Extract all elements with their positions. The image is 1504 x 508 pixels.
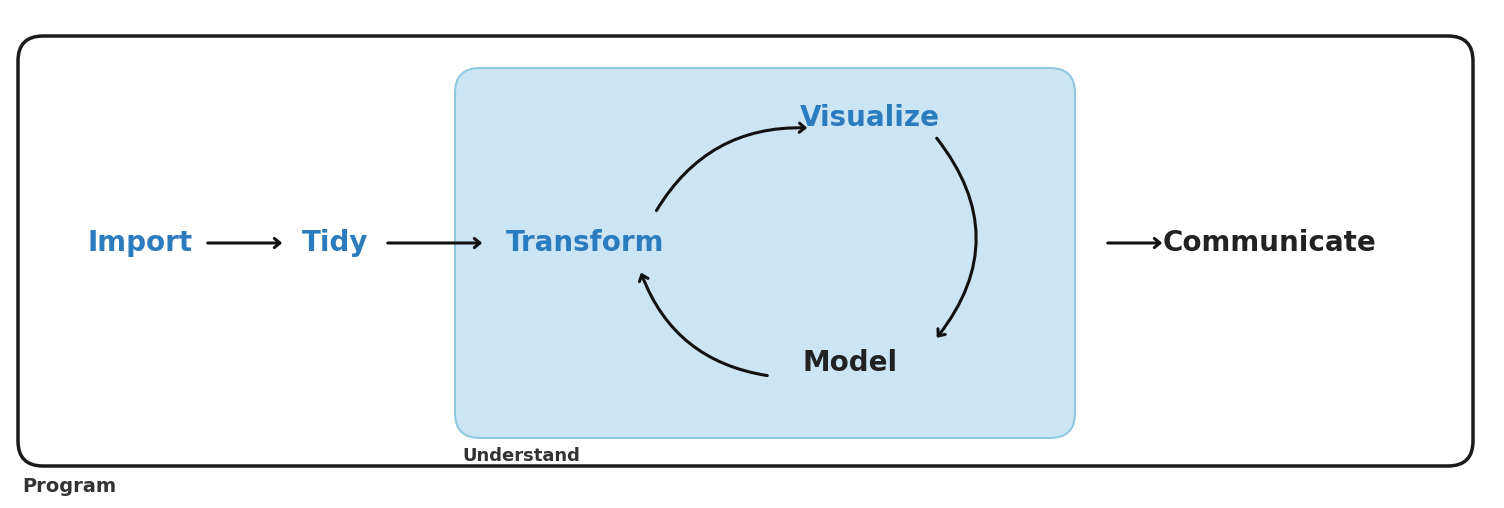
FancyBboxPatch shape xyxy=(18,36,1472,466)
Text: Communicate: Communicate xyxy=(1163,229,1376,257)
FancyArrowPatch shape xyxy=(639,275,767,375)
Text: Understand: Understand xyxy=(462,447,581,465)
Text: Tidy: Tidy xyxy=(302,229,368,257)
Text: Import: Import xyxy=(87,229,193,257)
FancyArrowPatch shape xyxy=(388,238,480,247)
FancyBboxPatch shape xyxy=(456,68,1075,438)
Text: Model: Model xyxy=(803,349,898,377)
FancyArrowPatch shape xyxy=(937,138,976,336)
Text: Transform: Transform xyxy=(505,229,665,257)
FancyArrowPatch shape xyxy=(208,238,280,247)
Text: Program: Program xyxy=(23,477,116,495)
FancyArrowPatch shape xyxy=(656,123,805,211)
Text: Visualize: Visualize xyxy=(800,104,940,132)
FancyArrowPatch shape xyxy=(1108,238,1160,247)
